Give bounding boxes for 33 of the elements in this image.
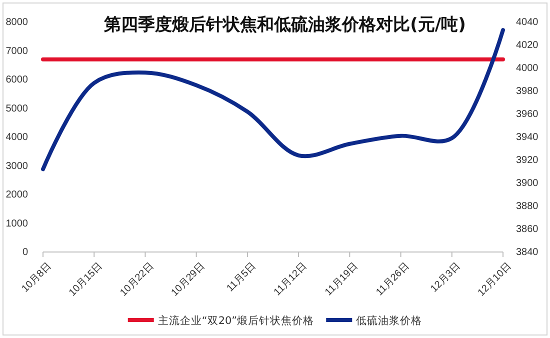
legend-label: 低硫油浆价格 xyxy=(356,314,422,327)
y-tick-label: 8000 xyxy=(6,17,28,28)
x-tick-label: 11月19日 xyxy=(323,260,360,298)
y-tick-label: 7000 xyxy=(6,46,28,57)
y-tick-label: 0 xyxy=(22,247,28,258)
x-tick-label: 10月8日 xyxy=(20,260,54,295)
y2-tick-label: 4040 xyxy=(516,17,539,28)
x-tick-label: 10月22日 xyxy=(118,260,156,299)
x-tick-label: 10月15日 xyxy=(67,260,105,299)
y-tick-label: 5000 xyxy=(6,103,28,114)
x-tick-label: 12月3日 xyxy=(428,260,463,295)
y2-tick-label: 4000 xyxy=(516,63,539,74)
x-tick-label: 11月5日 xyxy=(224,260,258,294)
y2-tick-label: 3920 xyxy=(516,155,539,166)
y-tick-label: 4000 xyxy=(6,132,28,144)
y-tick-label: 6000 xyxy=(6,74,28,86)
x-tick-label: 11月12日 xyxy=(272,260,310,298)
y2-tick-label: 3900 xyxy=(516,178,539,190)
legend-label: 主流企业“双20”煅后针状焦价格 xyxy=(158,314,314,327)
y-tick-label: 2000 xyxy=(6,190,28,201)
y2-tick-label: 3860 xyxy=(516,224,539,236)
y2-tick-label: 3880 xyxy=(516,201,539,212)
y2-tick-label: 3980 xyxy=(516,86,539,98)
y2-tick-label: 3940 xyxy=(516,132,539,144)
x-tick-label: 10月29日 xyxy=(169,260,208,299)
y2-tick-label: 3960 xyxy=(516,109,539,120)
y-tick-label: 1000 xyxy=(6,218,28,230)
x-tick-label: 11月26日 xyxy=(374,260,412,298)
y2-tick-label: 4020 xyxy=(516,40,539,52)
chart-title: 第四季度煅后针状焦和低硫油浆价格对比(元/吨) xyxy=(103,15,466,35)
y2-tick-label: 3840 xyxy=(516,247,539,258)
x-tick-label: 12月10日 xyxy=(476,260,514,299)
y-tick-label: 3000 xyxy=(6,160,28,172)
